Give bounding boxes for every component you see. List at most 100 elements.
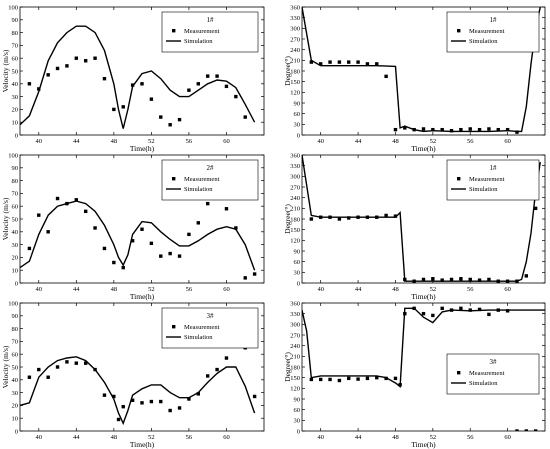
measurement-point [74,56,79,60]
measurement-point [431,277,435,281]
legend-measurement-marker [457,371,461,375]
x-tick-label: 40 [317,286,324,293]
legend-measurement-marker [172,29,176,33]
chart-panel-5: 0 10 20 30 40 50 60 70 80 90 100 40 44 48 52 56 60 Time(h… [1,300,265,449]
measurement-point [93,226,97,230]
x-tick-label: 52 [430,434,437,441]
measurement-point [328,60,332,64]
chart-panel-6: 0 30 60 90 120 150 180 210 240 270 300 330 360 40 44 48… [283,300,546,449]
measurement-point [55,196,60,201]
measurement-point [252,272,257,276]
y-tick-label: 300 [290,322,300,329]
measurement-point [328,377,332,382]
panel-title: 1# [490,164,498,172]
measurement-point [149,97,154,101]
y-axis-label: Degree(°) [283,352,292,382]
series-scatter [309,206,538,283]
measurement-point [74,198,79,202]
y-tick-label: 40 [12,229,19,236]
measurement-point [65,360,69,364]
y-tick-label: 30 [12,390,19,397]
series-line [302,307,545,388]
measurement-point [318,377,323,382]
measurement-point [159,115,163,119]
y-tick-label: 0 [297,132,300,139]
measurement-point [421,127,426,131]
measurement-point [337,217,342,221]
x-tick-label: 60 [504,138,511,145]
measurement-point [468,277,472,282]
measurement-point [384,74,388,79]
y-tick-label: 0 [297,428,300,435]
x-tick-label: 56 [186,138,193,145]
y-tick-label: 150 [290,79,300,86]
measurement-point [309,217,314,221]
x-tick-label: 44 [355,138,362,145]
x-axis-label: Time(h) [130,440,155,449]
measurement-point [440,278,444,282]
x-tick-label: 60 [223,286,230,293]
measurement-point [27,82,32,86]
y-tick-label: 270 [290,332,300,339]
y-axis-label: Velocity (m/s) [1,197,10,240]
measurement-point [468,127,472,131]
x-tick-label: 60 [223,138,230,145]
measurement-point [309,377,314,382]
measurement-point [524,429,529,431]
measurement-point [102,246,107,251]
measurement-point [205,201,210,206]
x-tick-label: 44 [355,434,362,441]
measurement-point [515,130,519,134]
measurement-point [477,307,482,312]
measurement-point [224,84,229,89]
x-tick-label: 44 [355,286,362,293]
measurement-point [37,367,41,372]
measurement-point [46,230,50,234]
measurement-point [347,376,351,381]
y-tick-label: 50 [12,364,19,371]
x-tick-label: 40 [36,138,43,145]
measurement-point [187,232,191,237]
y-tick-label: 70 [12,191,19,198]
measurement-point [149,399,154,404]
measurement-point [459,277,463,281]
measurement-point [168,408,172,413]
measurement-point [356,60,360,64]
y-tick-label: 60 [294,111,301,118]
legend-measurement-label: Measurement [184,28,220,35]
x-tick-label: 52 [148,434,155,441]
y-tick-label: 300 [290,174,300,181]
y-tick-label: 120 [290,90,300,97]
legend: 3# Measurement Simulation [446,353,540,395]
x-tick-label: 48 [392,434,399,441]
measurement-point [365,62,370,66]
legend-measurement-label: Measurement [469,176,505,183]
legend-simulation-label: Simulation [469,38,498,45]
measurement-point [205,374,210,378]
y-tick-label: 360 [290,4,300,11]
measurement-point [196,221,201,225]
legend-measurement-marker [172,325,176,329]
simulation-line [20,356,256,426]
x-axis-label: Time(h) [130,144,155,153]
measurement-point [440,306,444,311]
measurement-point [55,365,60,369]
measurement-point [65,64,69,68]
x-tick-label: 44 [73,434,80,441]
series-scatter [27,56,247,127]
series-scatter [27,338,257,422]
y-tick-label: 240 [290,47,300,54]
measurement-point [159,399,163,404]
y-tick-label: 240 [290,195,300,202]
y-tick-label: 10 [12,120,19,127]
x-tick-label: 52 [430,286,437,293]
y-tick-label: 210 [290,354,300,361]
y-tick-label: 360 [290,300,300,307]
measurement-point [37,87,41,91]
y-tick-label: 40 [12,81,19,88]
y-tick-label: 80 [12,178,19,185]
measurement-point [243,115,247,119]
legend-box [446,159,540,201]
measurement-point [112,260,116,265]
legend: 2# Measurement Simulation [161,159,259,201]
